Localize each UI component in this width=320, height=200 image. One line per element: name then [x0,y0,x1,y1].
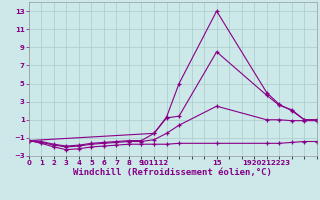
X-axis label: Windchill (Refroidissement éolien,°C): Windchill (Refroidissement éolien,°C) [73,168,272,177]
